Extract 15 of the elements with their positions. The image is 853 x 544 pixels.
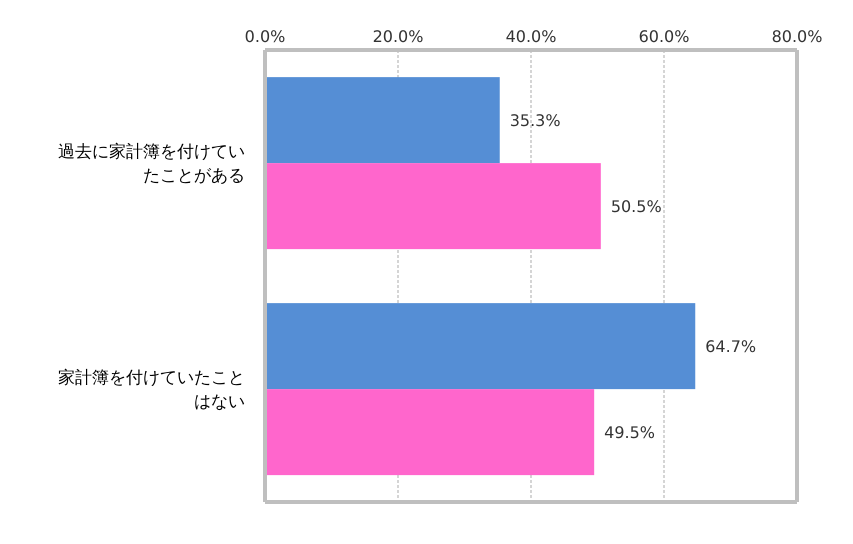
bar: [265, 77, 500, 164]
data-label: 50.5%: [610, 196, 662, 216]
bar: [265, 303, 696, 390]
bar: [265, 163, 601, 250]
x-tick-label: 40.0%: [506, 27, 556, 46]
x-tick-label: 0.0%: [244, 27, 286, 46]
x-tick-label: 60.0%: [638, 27, 690, 46]
bar: [265, 389, 594, 476]
data-label: 49.5%: [604, 422, 656, 442]
data-label: 35.3%: [510, 110, 561, 130]
x-tick-label: 20.0%: [372, 27, 424, 46]
y-tick-label: 家計簿を付けていたことはない: [58, 368, 245, 412]
y-tick-label: 過去に家計簿を付けていたことがある: [58, 142, 245, 186]
x-tick-label: 80.0%: [772, 27, 822, 46]
data-label: 64.7%: [705, 336, 756, 356]
